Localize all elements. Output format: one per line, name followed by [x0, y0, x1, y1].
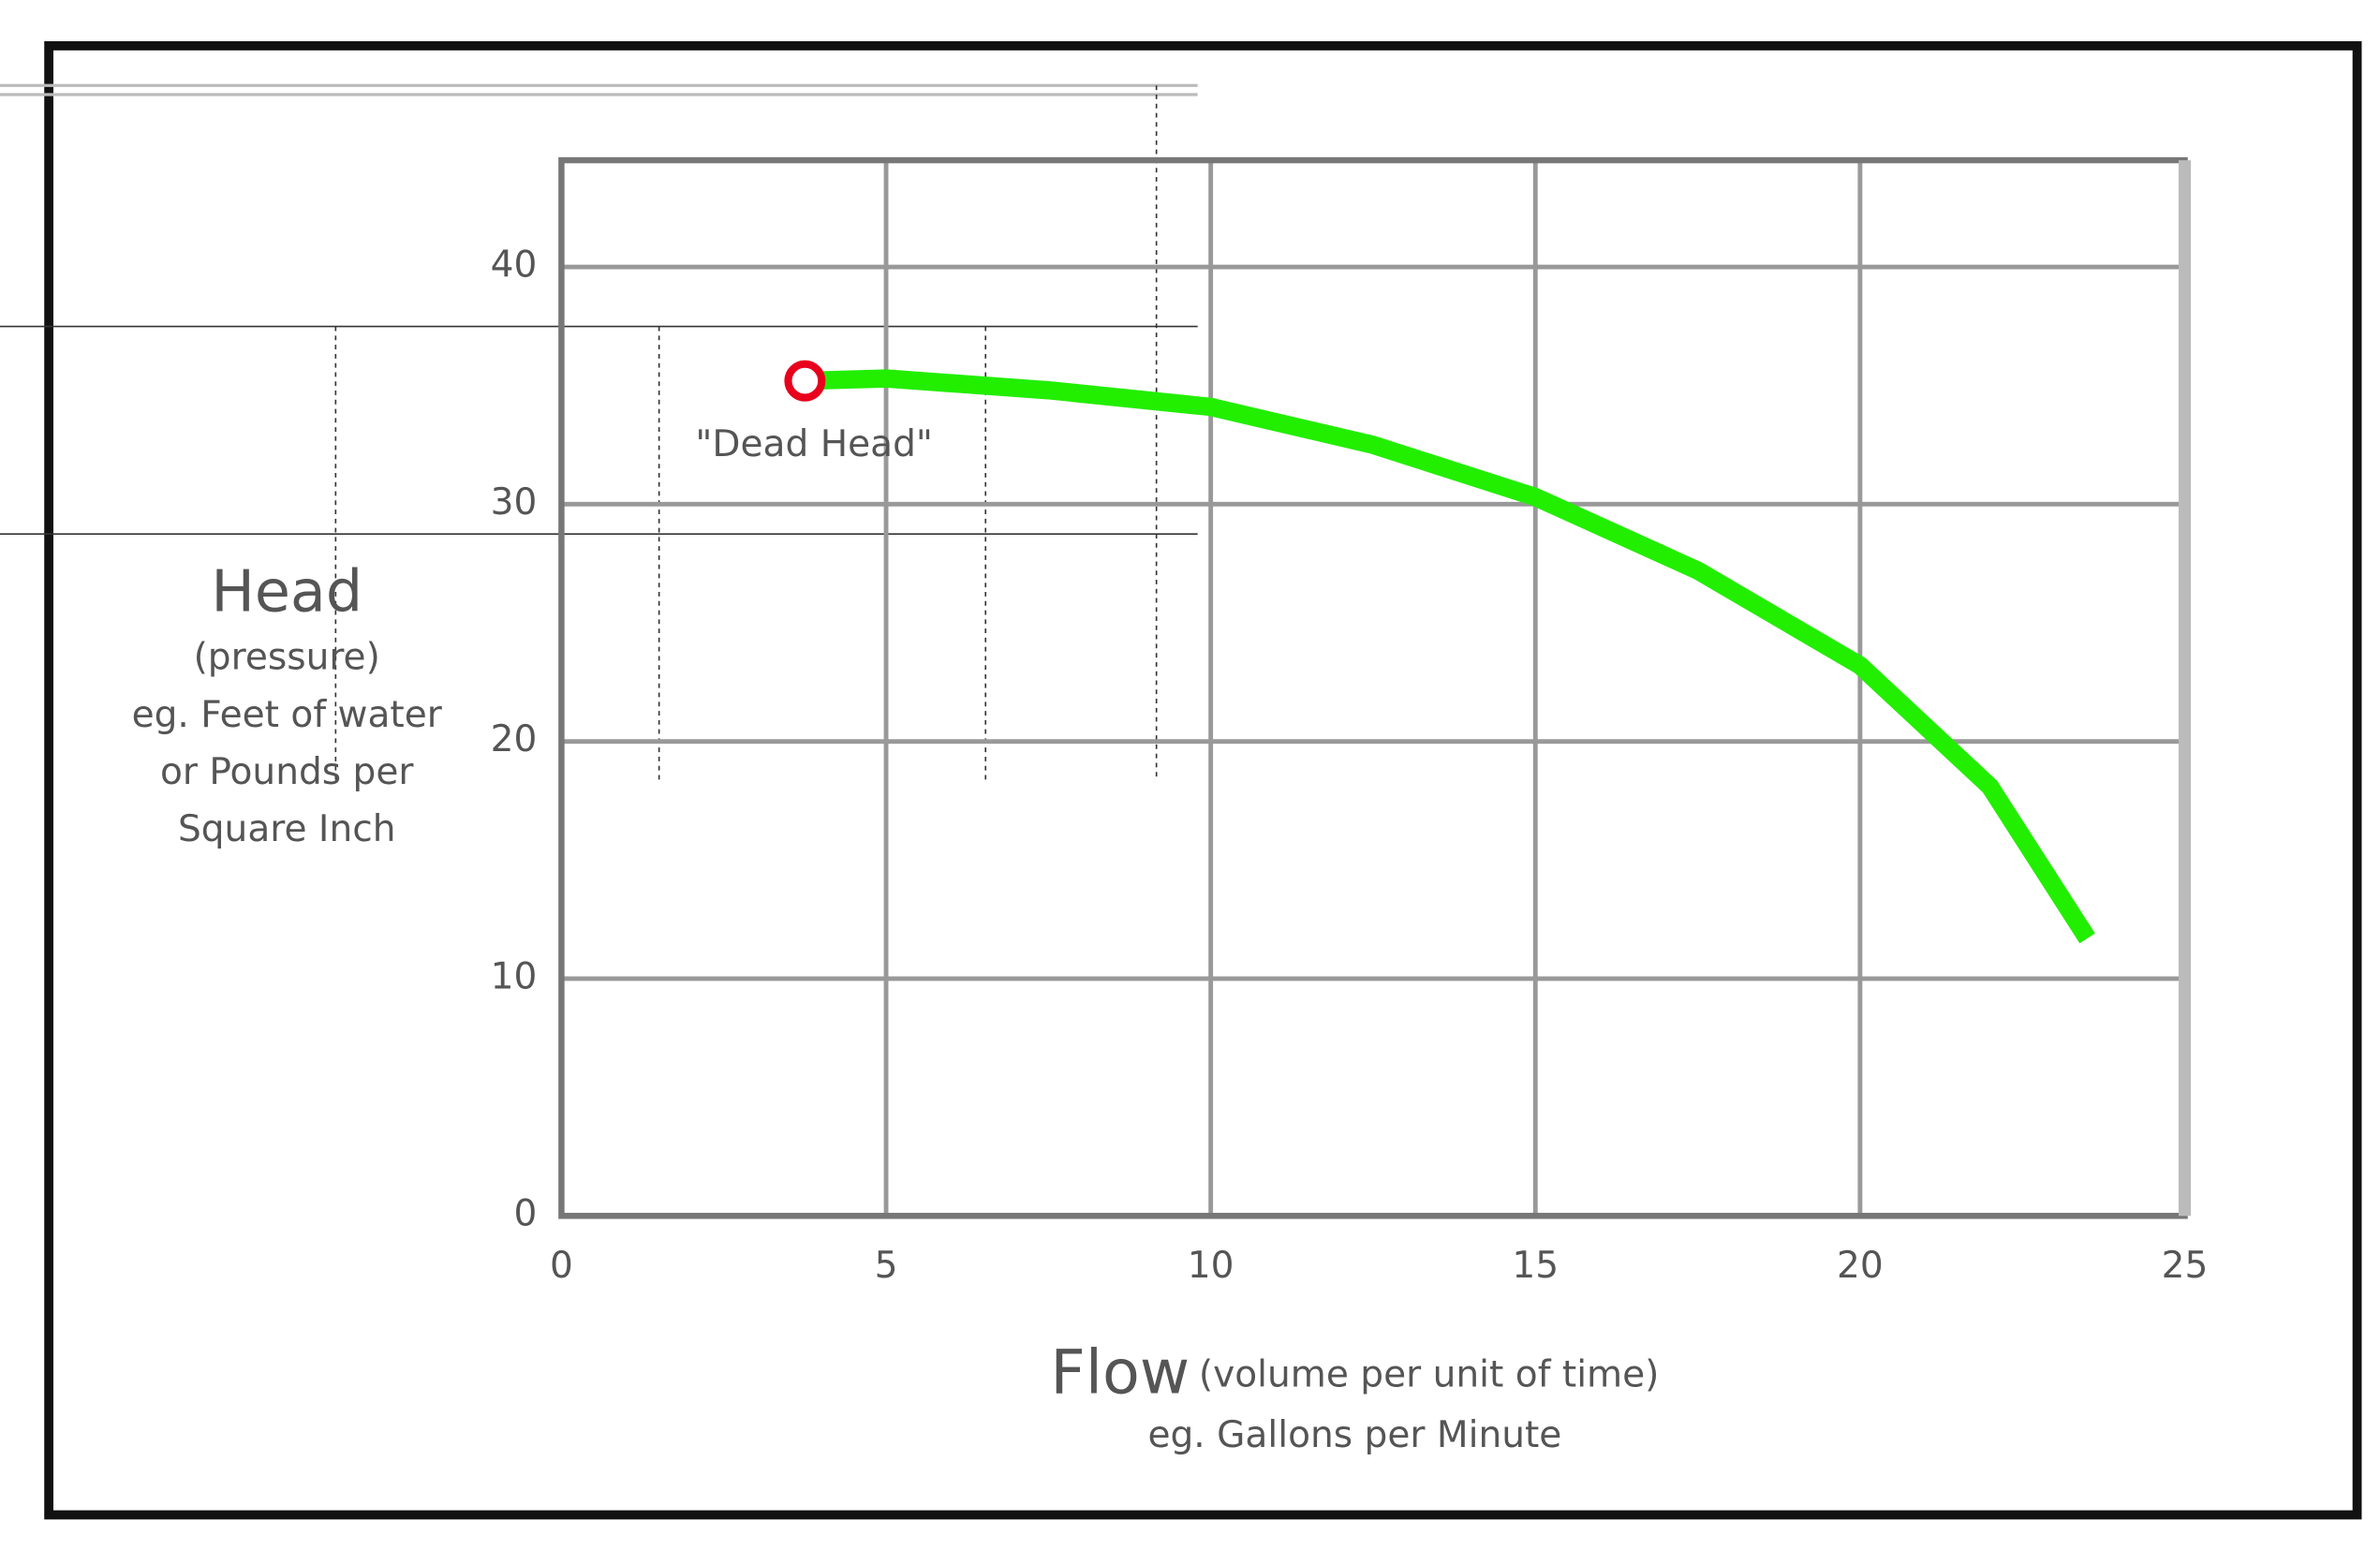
x-axis-label-main: Flow — [1050, 1337, 1190, 1408]
y-axis-label-line: Square Inch — [178, 807, 396, 849]
dead-head-point — [784, 360, 826, 402]
x-axis-note: eg. Gallons per Minute — [1147, 1414, 1561, 1456]
y-tick-label: 20 — [491, 718, 538, 760]
y-axis-label-line: (pressure) — [194, 636, 380, 678]
x-tick-label: 5 — [875, 1245, 898, 1287]
y-tick-label: 30 — [491, 481, 538, 524]
x-tick-label: 10 — [1188, 1245, 1234, 1287]
y-axis-label: Head (pressure) eg. Feet of water or Pounds… — [132, 557, 443, 849]
y-axis-label-line: Head — [211, 557, 362, 625]
y-axis-label-line: eg. Feet of water — [132, 693, 443, 735]
curve — [805, 369, 2095, 944]
artifact-lines — [0, 85, 1198, 782]
x-axis-label-detail: (volume per unit of time) — [1199, 1353, 1660, 1395]
y-axis-label-line: or Pounds per — [160, 750, 414, 792]
frame — [44, 41, 2362, 1520]
x-tick-label: 20 — [1837, 1245, 1884, 1287]
x-tick-label: 0 — [550, 1245, 573, 1287]
y-tick-label: 40 — [491, 244, 538, 287]
x-tick-label: 25 — [2162, 1245, 2209, 1287]
artifact-lines — [0, 83, 1198, 96]
x-axis-label: Flow (volume per unit of time) — [1050, 1337, 1659, 1408]
y-tick-label: 10 — [491, 955, 538, 997]
y-tick-label: 0 — [513, 1193, 537, 1235]
x-tick-label: 15 — [1512, 1245, 1559, 1287]
annotation-label: "Dead Head" — [695, 423, 932, 465]
